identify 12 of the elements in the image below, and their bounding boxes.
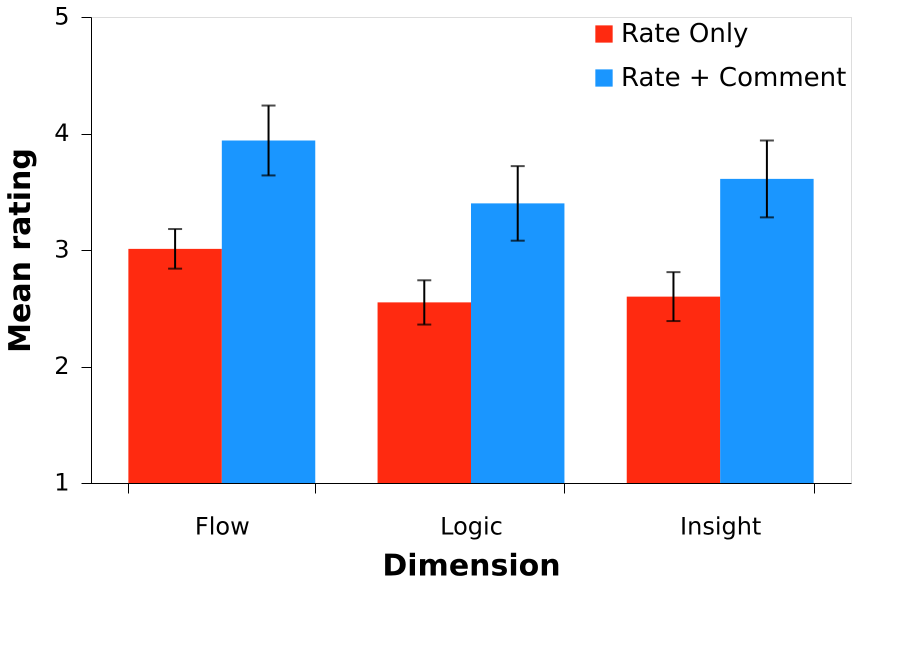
x-tick-label: Logic [440,512,503,540]
legend-label: Rate + Comment [621,63,846,93]
x-axis-title: Dimension [382,548,561,584]
y-tick-label: 1 [54,468,70,496]
legend-label: Rate Only [621,19,748,49]
x-tick-label: Flow [194,512,250,540]
y-axis-title: Mean rating [3,148,38,353]
y-tick-label: 4 [54,119,70,147]
y-tick-label: 3 [54,236,70,264]
y-tick-label: 5 [54,2,70,30]
x-tick-label: Insight [680,512,762,540]
y-tick-label: 2 [54,352,70,380]
